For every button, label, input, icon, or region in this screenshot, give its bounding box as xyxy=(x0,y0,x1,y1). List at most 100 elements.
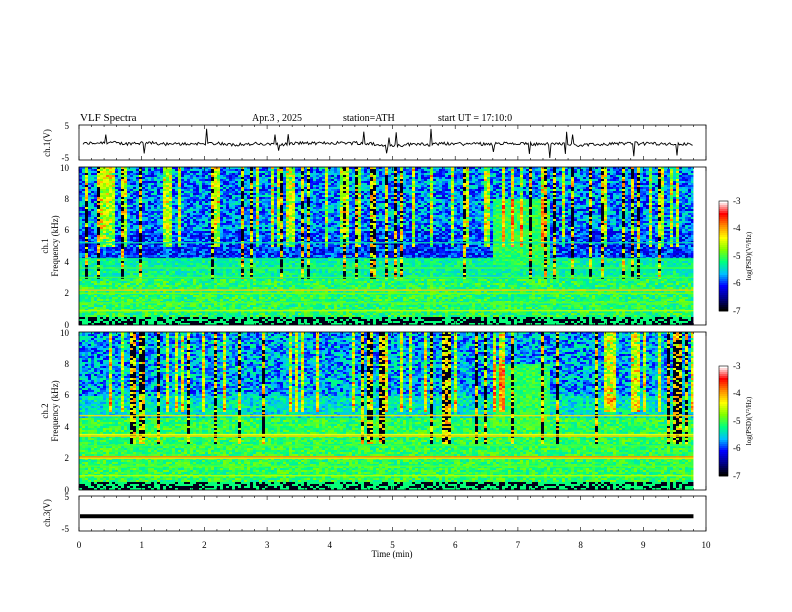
spectrogram-cell xyxy=(259,223,263,226)
spectrogram-cell xyxy=(214,185,218,188)
spectrogram-cell xyxy=(94,311,98,314)
spectrogram-cell xyxy=(196,173,200,176)
spectrogram-cell xyxy=(124,185,128,188)
spectrogram-cell xyxy=(259,199,263,202)
spectrogram-cell xyxy=(229,199,233,202)
spectrogram-cell xyxy=(256,255,260,258)
spectrogram-cell xyxy=(94,315,98,318)
spectrogram-cell xyxy=(82,295,86,298)
spectrogram-cell xyxy=(175,167,179,170)
spectrogram-cell xyxy=(193,231,197,234)
spectrogram-cell xyxy=(106,285,110,288)
spectrogram-cell xyxy=(85,227,89,230)
spectrogram-cell xyxy=(208,315,212,318)
spectrogram-cell xyxy=(217,225,221,228)
spectrogram-cell xyxy=(256,293,260,296)
spectrogram-cell xyxy=(106,279,110,282)
spectrogram-cell xyxy=(232,223,236,226)
spectrogram-cell xyxy=(172,239,176,242)
spectrogram-cell xyxy=(232,293,236,296)
spectrogram-cell xyxy=(205,279,209,282)
spectrogram-cell xyxy=(148,313,152,316)
spectrogram-cell xyxy=(229,281,233,284)
spectrogram-cell xyxy=(160,205,164,208)
spectrogram-cell xyxy=(169,259,173,262)
spectrogram-cell xyxy=(232,171,236,174)
spectrogram-cell xyxy=(190,307,194,310)
spectrogram-cell xyxy=(229,225,233,228)
spectrogram-cell xyxy=(109,287,113,290)
spectrogram-cell xyxy=(217,321,221,324)
spectrogram-cell xyxy=(118,179,122,182)
spectrogram-cell xyxy=(103,243,107,246)
spectrogram-cell xyxy=(262,233,266,236)
spectrogram-cell xyxy=(250,215,254,218)
spectrogram-cell xyxy=(133,275,137,278)
spectrogram-cell xyxy=(223,299,227,302)
spectrogram-cell xyxy=(142,281,146,284)
spectrogram-cell xyxy=(223,185,227,188)
spectrogram-cell xyxy=(163,229,167,232)
spectrogram-cell xyxy=(133,299,137,302)
spectrogram-cell xyxy=(118,203,122,206)
spectrogram-cell xyxy=(211,307,215,310)
spectrogram-cell xyxy=(253,205,257,208)
spectrogram-cell xyxy=(130,269,134,272)
spectrogram-cell xyxy=(214,319,218,322)
spectrogram-cell xyxy=(82,183,86,186)
spectrogram-cell xyxy=(217,275,221,278)
spectrogram-cell xyxy=(205,253,209,256)
spectrogram-cell xyxy=(163,191,167,194)
spectrogram-cell xyxy=(193,321,197,324)
spectrogram-cell xyxy=(121,185,125,188)
spectrogram-cell xyxy=(184,199,188,202)
spectrogram-cell xyxy=(199,189,203,192)
spectrogram-cell xyxy=(133,201,137,204)
spectrogram-cell xyxy=(205,173,209,176)
spectrogram-cell xyxy=(154,187,158,190)
spectrogram-cell xyxy=(151,195,155,198)
spectrogram-cell xyxy=(259,171,263,174)
spectrogram-cell xyxy=(151,233,155,236)
spectrogram-cell xyxy=(217,169,221,172)
spectrogram-cell xyxy=(184,177,188,180)
spectrogram-cell xyxy=(145,283,149,286)
spectrogram-cell xyxy=(118,251,122,254)
spectrogram-cell xyxy=(172,213,176,216)
spectrogram-cell xyxy=(250,265,254,268)
spectrogram-cell xyxy=(163,231,167,234)
spectrogram-cell xyxy=(85,221,89,224)
spectrogram-cell xyxy=(235,251,239,254)
spectrogram-cell xyxy=(229,231,233,234)
spectrogram-cell xyxy=(142,213,146,216)
spectrogram-cell xyxy=(121,207,125,210)
spectrogram-cell xyxy=(79,249,83,252)
spectrogram-cell xyxy=(187,321,191,324)
spectrogram-cell xyxy=(166,193,170,196)
spectrogram-cell xyxy=(178,263,182,266)
spectrogram-cell xyxy=(85,269,89,272)
spectrogram-cell xyxy=(256,285,260,288)
spectrogram-cell xyxy=(166,227,170,230)
spectrogram-cell xyxy=(103,253,107,256)
spectrogram-cell xyxy=(79,245,83,248)
spectrogram-cell xyxy=(136,275,140,278)
spectrogram-cell xyxy=(196,215,200,218)
spectrogram-cell xyxy=(154,219,158,222)
spectrogram-cell xyxy=(238,207,242,210)
spectrogram-cell xyxy=(229,305,233,308)
spectrogram-cell xyxy=(214,273,218,276)
spectrogram-cell xyxy=(187,223,191,226)
spectrogram-cell xyxy=(184,319,188,322)
spectrogram-cell xyxy=(100,215,104,218)
spectrogram-cell xyxy=(232,285,236,288)
spectrogram-cell xyxy=(238,279,242,282)
spectrogram-cell xyxy=(193,187,197,190)
spectrogram-cell xyxy=(199,291,203,294)
spectrogram-cell xyxy=(82,175,86,178)
spectrogram-cell xyxy=(148,229,152,232)
spectrogram-cell xyxy=(115,297,119,300)
spectrogram-cell xyxy=(124,239,128,242)
spectrogram-cell xyxy=(238,261,242,264)
spectrogram-cell xyxy=(262,279,266,282)
